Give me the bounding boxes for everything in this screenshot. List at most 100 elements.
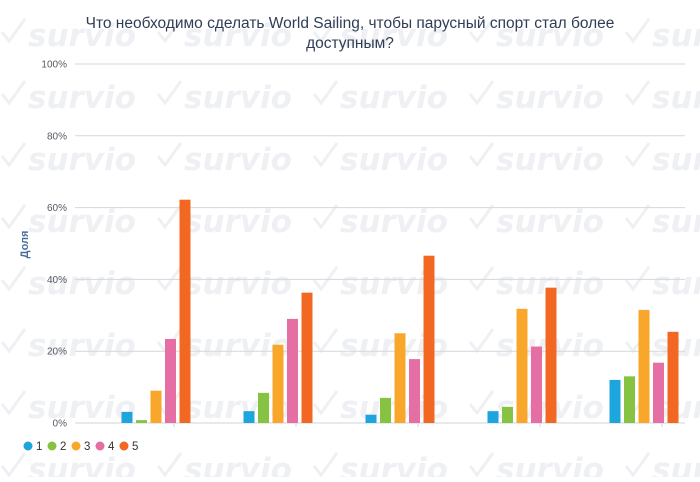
watermark-mark: survio bbox=[624, 266, 700, 302]
bar bbox=[423, 255, 435, 423]
grid-layer bbox=[75, 63, 685, 424]
watermark-check-icon bbox=[156, 142, 183, 168]
legend-marker bbox=[47, 441, 57, 451]
watermark-check-icon bbox=[312, 18, 339, 44]
watermark-mark: survio bbox=[312, 80, 448, 116]
watermark-check-icon bbox=[624, 266, 651, 292]
watermark-mark: survio bbox=[0, 328, 136, 364]
legend-item[interactable]: 3 bbox=[71, 441, 91, 453]
watermark-mark: survio bbox=[0, 452, 136, 482]
watermark-check-icon bbox=[624, 80, 651, 106]
watermark-check-icon bbox=[468, 452, 495, 478]
watermark-check-icon bbox=[312, 266, 339, 292]
y-tick-label: 80% bbox=[47, 131, 67, 142]
watermark-check-icon bbox=[468, 142, 495, 168]
watermark-mark: survio bbox=[624, 452, 700, 482]
watermark-check-icon bbox=[312, 80, 339, 106]
watermark-check-icon bbox=[0, 452, 27, 478]
watermark-mark: survio bbox=[156, 328, 292, 364]
watermark-text: survio bbox=[28, 204, 136, 240]
legend-label: 2 bbox=[60, 441, 66, 453]
bar bbox=[624, 376, 635, 423]
legend-marker bbox=[119, 441, 129, 451]
bars-layer bbox=[121, 199, 679, 423]
y-tick-label: 0% bbox=[53, 419, 68, 430]
watermark-check-icon bbox=[156, 80, 183, 106]
legend-item[interactable]: 2 bbox=[47, 441, 67, 453]
legend-item[interactable]: 1 bbox=[23, 441, 43, 453]
watermark-text: survio bbox=[652, 142, 700, 178]
watermark-check-icon bbox=[468, 266, 495, 292]
watermark-check-icon bbox=[468, 390, 495, 416]
watermark-check-icon bbox=[156, 18, 183, 44]
watermark-text: survio bbox=[340, 452, 448, 477]
bar bbox=[545, 287, 557, 423]
watermark-check-icon bbox=[156, 266, 183, 292]
bar bbox=[531, 346, 542, 423]
watermark-text: survio bbox=[340, 18, 448, 54]
watermark-mark: survio bbox=[156, 204, 292, 240]
watermark-text: survio bbox=[496, 452, 604, 477]
legend-item[interactable]: 4 bbox=[95, 441, 116, 453]
watermark-text: survio bbox=[28, 142, 136, 178]
watermark-mark: survio bbox=[312, 18, 448, 54]
watermark-mark: survio bbox=[312, 204, 448, 240]
watermark-text: survio bbox=[184, 18, 292, 54]
watermark-mark: survio bbox=[0, 204, 136, 240]
watermark-layer: survio survio survio survio survio survio surv… bbox=[0, 18, 700, 482]
watermark-check-icon bbox=[624, 142, 651, 168]
watermark-mark: survio bbox=[468, 142, 604, 178]
watermark-check-icon bbox=[156, 204, 183, 230]
watermark-check-icon bbox=[0, 390, 27, 416]
watermark-check-icon bbox=[468, 80, 495, 106]
watermark-check-icon bbox=[0, 266, 27, 292]
watermark-text: survio bbox=[184, 142, 292, 178]
bar bbox=[638, 309, 650, 423]
bar bbox=[287, 318, 298, 423]
y-tick-label: 60% bbox=[47, 203, 67, 214]
watermark-text: survio bbox=[184, 204, 292, 240]
bar bbox=[258, 392, 269, 423]
legend-label: 3 bbox=[84, 441, 90, 453]
bar bbox=[394, 333, 406, 423]
watermark-text: survio bbox=[652, 80, 700, 116]
watermark-mark: survio bbox=[624, 80, 700, 116]
watermark-mark: survio bbox=[468, 204, 604, 240]
watermark-text: survio bbox=[652, 204, 700, 240]
bar bbox=[136, 420, 147, 423]
bar bbox=[487, 411, 499, 423]
watermark-mark: survio bbox=[0, 266, 136, 302]
legend-label: 5 bbox=[132, 441, 138, 453]
legend-label: 1 bbox=[36, 441, 42, 453]
watermark-check-icon bbox=[468, 204, 495, 230]
watermark-text: survio bbox=[340, 204, 448, 240]
watermark-mark: survio bbox=[312, 142, 448, 178]
bar bbox=[165, 338, 176, 423]
bar bbox=[301, 292, 313, 423]
watermark-check-icon bbox=[312, 328, 339, 354]
bar bbox=[179, 199, 191, 423]
watermark-check-icon bbox=[312, 142, 339, 168]
legend-label: 4 bbox=[108, 441, 115, 453]
watermark-text: survio bbox=[28, 390, 136, 426]
legend-item[interactable]: 5 bbox=[119, 441, 139, 453]
watermark-text: survio bbox=[28, 452, 136, 477]
watermark-mark: survio bbox=[468, 80, 604, 116]
watermark-check-icon bbox=[0, 80, 27, 106]
watermark-mark: survio bbox=[156, 142, 292, 178]
y-tick-label: 100% bbox=[41, 60, 67, 71]
watermark-check-icon bbox=[156, 452, 183, 478]
watermark-check-icon bbox=[468, 18, 495, 44]
watermark-mark: survio bbox=[156, 452, 292, 482]
y-tick-label: 40% bbox=[47, 275, 67, 286]
bar bbox=[243, 411, 255, 423]
watermark-mark: survio bbox=[0, 80, 136, 116]
bar bbox=[667, 331, 679, 423]
watermark-check-icon bbox=[468, 328, 495, 354]
watermark-text: survio bbox=[496, 18, 604, 54]
watermark-mark: survio bbox=[468, 452, 604, 482]
watermark-check-icon bbox=[0, 328, 27, 354]
watermark-check-icon bbox=[624, 452, 651, 478]
watermark-text: survio bbox=[28, 80, 136, 116]
